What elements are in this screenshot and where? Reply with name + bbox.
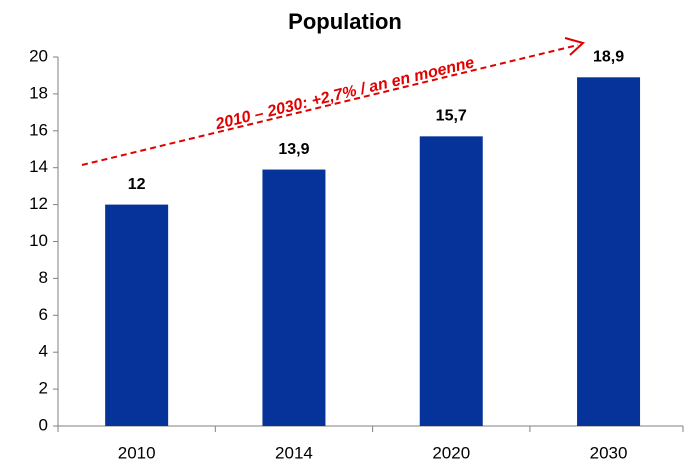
chart-title: Population xyxy=(288,9,402,34)
y-tick-label: 10 xyxy=(29,231,48,250)
bar xyxy=(577,77,641,427)
data-label: 12 xyxy=(128,176,146,193)
y-tick-label: 6 xyxy=(39,305,48,324)
trend-line xyxy=(81,44,579,166)
data-label: 18,9 xyxy=(593,49,624,66)
y-tick-label: 18 xyxy=(29,83,48,102)
x-tick-label: 2014 xyxy=(275,443,313,462)
trend-arrow xyxy=(81,37,585,166)
arrow-head xyxy=(564,37,585,56)
x-tick-label: 2010 xyxy=(118,443,156,462)
bar xyxy=(419,136,483,426)
x-tick-label: 2030 xyxy=(590,443,628,462)
data-label: 15,7 xyxy=(436,108,467,125)
y-tick-label: 14 xyxy=(29,157,48,176)
y-tick-label: 2 xyxy=(39,379,48,398)
data-label: 13,9 xyxy=(278,141,309,158)
y-tick-label: 8 xyxy=(39,268,48,287)
y-tick-label: 16 xyxy=(29,120,48,139)
y-tick-label: 0 xyxy=(39,415,48,434)
bar xyxy=(105,204,169,426)
y-tick-label: 12 xyxy=(29,194,48,213)
y-tick-label: 20 xyxy=(29,46,48,65)
y-tick-label: 4 xyxy=(39,342,48,361)
bar xyxy=(262,169,326,427)
x-tick-label: 2020 xyxy=(432,443,470,462)
